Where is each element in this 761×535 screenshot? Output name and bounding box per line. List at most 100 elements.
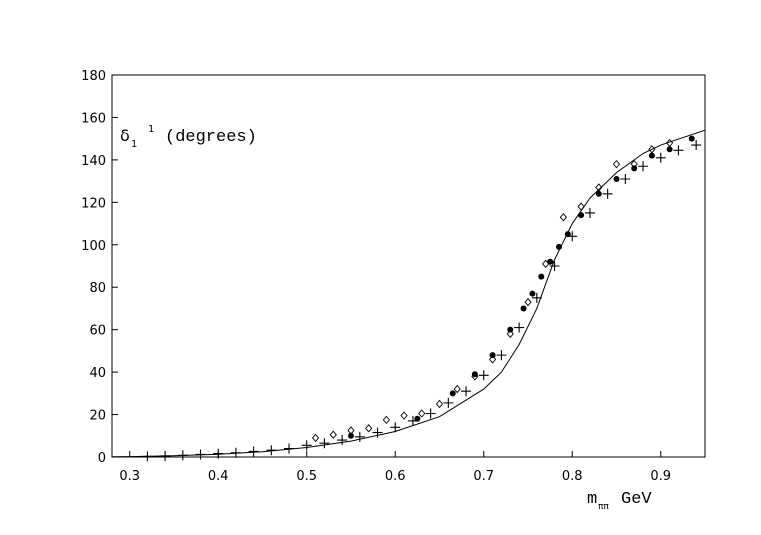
plus-point <box>301 440 312 451</box>
y-tick-label: 60 <box>89 324 106 339</box>
plus-point <box>319 438 330 449</box>
y-tick-label: 0 <box>98 451 106 466</box>
diamond-point <box>648 145 656 154</box>
plus-point <box>638 161 649 172</box>
y-tick-label: 100 <box>81 239 106 254</box>
circle-point <box>578 212 585 219</box>
circle-point <box>648 152 655 159</box>
x-label-symbol: m <box>587 490 597 509</box>
plus-point <box>531 292 542 303</box>
circle-point <box>547 258 554 265</box>
y-label-sup: 1 <box>148 124 154 135</box>
plot-frame <box>111 74 706 458</box>
y-tick-label: 20 <box>89 409 106 424</box>
plus-point <box>213 448 224 459</box>
diamond-point <box>666 138 674 148</box>
circle-point <box>613 175 620 182</box>
plus-point <box>248 446 259 457</box>
diamond-point <box>577 202 585 211</box>
diamond-point <box>329 430 337 439</box>
circle-point <box>347 432 354 439</box>
x-tick-label: 0.6 <box>385 469 406 484</box>
plus-point <box>142 451 153 462</box>
plus-point <box>177 450 188 461</box>
circle-point <box>507 326 514 333</box>
plus-point <box>478 370 489 381</box>
x-tick-label: 0.3 <box>119 469 140 484</box>
diamond-point <box>365 424 373 433</box>
diamond-point <box>400 411 408 420</box>
plus-point <box>673 145 684 156</box>
diamond-point <box>595 183 603 192</box>
fit-curve <box>111 129 706 458</box>
plus-point <box>372 427 383 438</box>
plus-point <box>620 173 631 184</box>
x-tick-label: 0.9 <box>650 469 671 484</box>
x-tick-label: 0.7 <box>473 469 494 484</box>
circle-point <box>520 305 527 312</box>
y-tick-label: 160 <box>81 111 106 126</box>
circle-point <box>471 371 478 378</box>
y-tick-label: 180 <box>81 69 106 84</box>
plus-point <box>691 140 702 151</box>
diamond-point <box>524 297 532 307</box>
circle-point <box>555 243 562 250</box>
diamond-point <box>612 159 621 169</box>
circle-point <box>688 135 695 142</box>
diamond-point <box>471 372 479 381</box>
plus-point <box>496 350 507 361</box>
diamond-point <box>347 426 355 435</box>
plus-point <box>266 445 277 456</box>
circle-point <box>564 231 571 238</box>
y-label: δ 1 1 (degrees) <box>120 124 257 150</box>
diamond-point <box>418 409 426 418</box>
plus-point <box>390 422 401 433</box>
diamond-point <box>488 355 497 364</box>
y-label-text: (degrees) <box>165 128 257 147</box>
y-tick-label: 40 <box>89 366 106 381</box>
plus-point <box>514 322 525 333</box>
x-tick-label: 0.4 <box>208 469 229 484</box>
diamond-point <box>453 384 461 394</box>
diamond-point <box>435 399 444 409</box>
circle-point <box>538 273 545 280</box>
y-tick-label: 140 <box>81 154 106 169</box>
diamond-point <box>382 415 390 425</box>
circle-point <box>529 290 536 297</box>
diamond-point <box>630 159 638 169</box>
plus-point <box>337 435 348 446</box>
plus-point <box>602 188 613 199</box>
plus-point <box>443 397 454 408</box>
circle-point <box>666 146 673 153</box>
diamond-point <box>559 212 567 222</box>
y-label-sub: 1 <box>131 139 137 150</box>
plus-point <box>354 431 365 442</box>
circle-point <box>449 390 456 397</box>
circle-point <box>631 165 638 172</box>
diamond-point <box>311 433 320 443</box>
x-tick-label: 0.5 <box>296 469 317 484</box>
circle-point <box>414 415 421 422</box>
x-label-sub: ππ <box>598 502 609 512</box>
x-label: m ππ GeV <box>587 490 652 512</box>
plus-point <box>230 447 241 458</box>
x-tick-label: 0.8 <box>562 469 583 484</box>
y-tick-label: 80 <box>89 281 106 296</box>
plus-point <box>195 449 206 460</box>
plus-point <box>461 386 472 397</box>
diamond-point <box>506 329 514 339</box>
plus-point <box>584 207 595 218</box>
circle-point <box>595 190 602 197</box>
plus-point <box>549 261 560 271</box>
x-label-text: GeV <box>621 490 652 509</box>
plus-point <box>284 443 295 454</box>
y-label-symbol: δ <box>120 126 130 145</box>
plus-point <box>160 450 171 461</box>
circle-point <box>489 352 496 359</box>
y-tick-label: 120 <box>81 196 106 211</box>
plus-point <box>425 408 436 419</box>
diamond-point <box>542 259 550 269</box>
plus-point <box>655 152 666 163</box>
